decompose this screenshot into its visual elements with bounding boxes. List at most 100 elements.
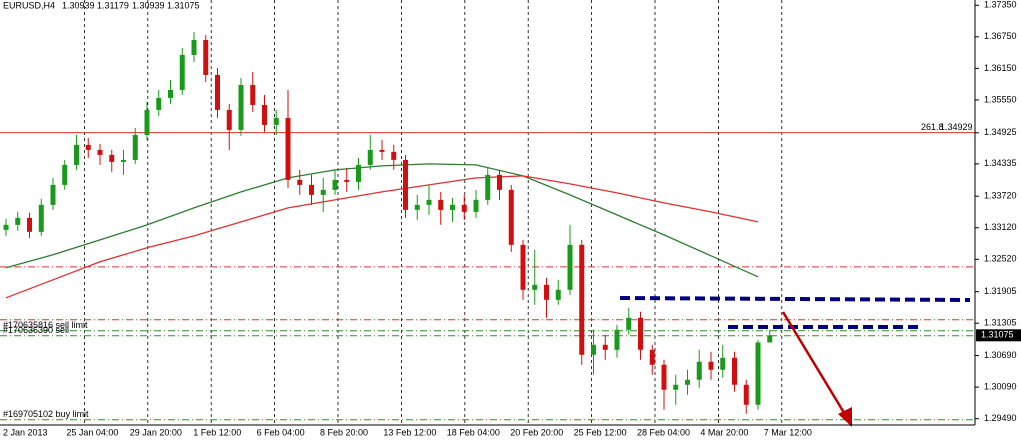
arrow-shaft <box>781 311 848 417</box>
candle-body <box>708 361 714 370</box>
x-tick-label: 7 Mar 12:00 <box>764 427 812 437</box>
candle-body <box>403 159 408 210</box>
level-label: 261.8 <box>921 122 944 132</box>
x-tick-label: 13 Feb 12:00 <box>383 427 436 437</box>
candle-body <box>685 379 690 385</box>
candle-body <box>497 174 502 190</box>
x-tick-label: 6 Feb 04:00 <box>257 427 305 437</box>
order-label: #170636390 sell <box>3 325 69 335</box>
candle-body <box>602 344 608 350</box>
order-label: #169705102 buy limit <box>3 409 89 419</box>
candle-body <box>544 284 549 300</box>
y-tick-label: 1.33720 <box>984 191 1017 201</box>
candle-body <box>262 104 267 125</box>
candle-body <box>567 244 573 290</box>
level-value: 1.34929 <box>940 122 973 132</box>
candle-body <box>755 342 761 405</box>
y-tick-label: 1.32520 <box>984 254 1017 264</box>
candle-body <box>203 39 209 75</box>
arrow-head <box>838 407 852 427</box>
candle-body <box>367 149 373 165</box>
candle-body <box>344 179 350 182</box>
candle-body <box>238 84 244 130</box>
y-tick-label: 1.33120 <box>984 222 1017 232</box>
x-tick-label: 8 Feb 20:00 <box>320 427 368 437</box>
candle-body <box>732 357 737 385</box>
candle-body <box>638 317 643 350</box>
candle-body <box>673 384 679 390</box>
candle-body <box>50 184 56 205</box>
candle-body <box>3 224 9 230</box>
y-tick-label: 1.31905 <box>984 286 1017 296</box>
candle-body <box>132 134 138 160</box>
candle-body <box>273 117 279 125</box>
header-close: 1.31075 <box>167 0 200 10</box>
trend-line <box>619 296 971 302</box>
y-tick-label: 1.31305 <box>984 318 1017 328</box>
y-tick-label: 1.35550 <box>984 94 1017 104</box>
candle-body <box>649 349 655 365</box>
candle-body <box>144 109 150 135</box>
candle-body <box>97 149 103 155</box>
candle-body <box>426 199 432 205</box>
candle-body <box>156 97 162 110</box>
candle-body <box>626 317 632 330</box>
y-tick-label: 1.36150 <box>984 63 1017 73</box>
candle-body <box>767 335 773 343</box>
candle-body <box>297 179 303 185</box>
moving-averages <box>5 163 759 299</box>
y-tick-label: 1.34335 <box>984 158 1017 168</box>
candle-body <box>591 344 596 355</box>
candle-body <box>661 364 667 390</box>
candle-body <box>332 179 338 190</box>
candle-body <box>191 39 197 55</box>
y-tick-label: 1.30090 <box>984 382 1017 392</box>
order-label: #170635816 sell limit <box>3 320 88 330</box>
candle-body <box>438 199 444 210</box>
price-box <box>976 329 1021 342</box>
candle-body <box>720 357 726 370</box>
header-low: 1.30939 <box>132 0 165 10</box>
candle-body <box>356 164 361 182</box>
candle-body <box>461 204 467 212</box>
moving-average <box>5 163 759 278</box>
moving-average <box>5 175 759 299</box>
x-tick-label: 1 Feb 12:00 <box>193 427 241 437</box>
candle-body <box>179 54 185 90</box>
candle-body <box>215 74 220 110</box>
candle-body <box>379 149 385 152</box>
y-tick-label: 1.36750 <box>984 31 1017 41</box>
candle-body <box>109 154 115 162</box>
candle-body <box>450 204 455 210</box>
x-tick-label: 29 Jan 20:00 <box>130 427 182 437</box>
header-high: 1.31179 <box>97 0 129 10</box>
candle-body <box>74 144 79 165</box>
y-tick-label: 1.29490 <box>984 413 1017 423</box>
x-tick-label: 2 Jan 2013 <box>3 427 48 437</box>
candle-body <box>473 199 479 212</box>
candle-body <box>532 284 538 290</box>
x-tick-label: 28 Feb 04:00 <box>637 427 690 437</box>
candles <box>3 31 773 414</box>
y-tick-label: 1.34925 <box>984 127 1017 137</box>
candle-body <box>38 204 44 232</box>
candle-body <box>121 159 126 162</box>
candle-body <box>579 244 585 355</box>
levels: 261.81.34929 #170635816 sell limit#170636… <box>0 122 975 421</box>
axes: 1.37350 1.36750 1.36150 1.35550 1.34925 1.343… <box>3 0 1021 437</box>
y-tick-label: 1.37350 <box>984 0 1017 10</box>
candle-body <box>168 89 173 98</box>
x-tick-label: 20 Feb 20:00 <box>510 427 563 437</box>
candle-body <box>226 109 232 130</box>
candle-body <box>285 117 291 180</box>
candle-body <box>62 164 68 185</box>
x-tick-label: 18 Feb 04:00 <box>447 427 500 437</box>
candle-body <box>250 84 256 105</box>
candle-body <box>27 217 32 232</box>
candle-body <box>508 189 514 245</box>
candle-body <box>391 151 397 160</box>
candle-body <box>743 384 749 405</box>
x-tick-label: 25 Jan 04:00 <box>66 427 118 437</box>
